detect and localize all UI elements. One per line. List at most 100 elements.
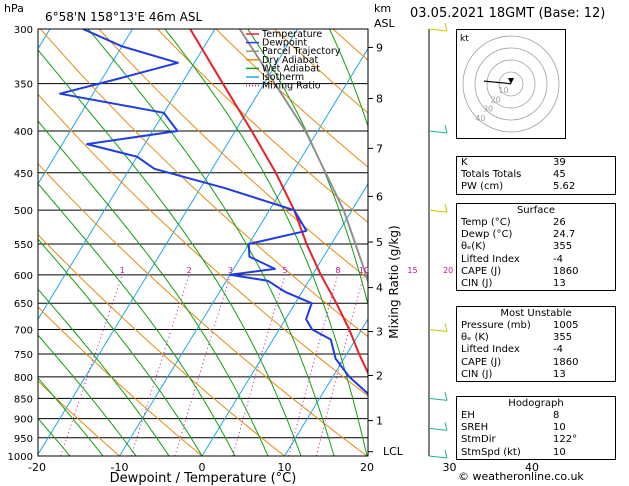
- index-row: SREH 10: [457, 422, 615, 434]
- pressure-tick-650: 650: [14, 299, 33, 310]
- index-label: θₑ (K): [461, 332, 489, 344]
- index-value: 355: [553, 332, 573, 344]
- index-label: StmDir: [461, 434, 496, 446]
- index-row: CIN (J) 13: [457, 369, 615, 381]
- index-label: StmSpd (kt): [461, 446, 521, 458]
- mixing-ratio-axis-label: Mixing Ratio (g/kg): [387, 225, 401, 338]
- temp-tick--10: -10: [111, 461, 129, 474]
- height-tick-3: 3: [376, 326, 383, 339]
- index-value: 26: [553, 217, 566, 228]
- pressure-tick-labels: 300 350 400 450 500 550 600 650 700 750 800 850 900 9…: [8, 25, 33, 463]
- index-value: -4: [553, 253, 563, 265]
- pressure-tick-950: 950: [14, 434, 33, 445]
- pressure-tick-1000: 1000: [8, 452, 33, 463]
- index-label: K: [461, 157, 468, 168]
- isotherm-line: [201, 182, 368, 456]
- index-row: K 39: [457, 157, 615, 169]
- wet-adiabat-line: [38, 238, 203, 456]
- index-value: 355: [553, 241, 573, 253]
- mixing-ratio-label-15: 15: [407, 266, 417, 275]
- pressure-tick-900: 900: [14, 415, 33, 426]
- mixing-ratio-line: [315, 274, 365, 456]
- mixing-ratio-line: [130, 274, 190, 456]
- index-value: 1860: [553, 265, 579, 277]
- hodograph-ring: [486, 59, 536, 109]
- wind-barb-flag: [444, 392, 448, 401]
- index-value: 1860: [553, 356, 579, 368]
- dry-adiabat-line: [38, 163, 368, 456]
- asl-unit-label: ASL: [374, 17, 396, 30]
- index-value: 13: [553, 368, 566, 380]
- isobar-grid: [38, 28, 368, 457]
- height-tick-2: 2: [376, 370, 383, 383]
- pressure-tick-450: 450: [14, 169, 33, 180]
- legend-entry: Temperature: [261, 29, 322, 40]
- isotherm-line: [38, 29, 133, 185]
- hodograph-trace: [484, 78, 514, 85]
- index-value: 1005: [553, 320, 579, 331]
- mixing-ratio-label-10: 10: [359, 266, 369, 275]
- profiles: [59, 29, 368, 395]
- index-row: θₑ(K) 355: [457, 241, 615, 253]
- dry-adiabat-line: [98, 29, 368, 280]
- dry-adiabat-line: [625, 29, 629, 456]
- wind-barb-1000: [428, 455, 448, 459]
- most-unstable-box: Most Unstable Pressure (mb) 1005 θₑ (K) 355…: [456, 306, 616, 382]
- legend-entry: Dewpoint: [262, 38, 307, 49]
- index-label: Lifted Index: [461, 253, 520, 265]
- wet-adiabat-line: [38, 49, 302, 456]
- datetime-label: 03.05.2021 18GMT (Base: 12): [410, 6, 606, 21]
- hodograph-unit-label: kt: [460, 34, 469, 44]
- index-value: 10: [553, 422, 566, 434]
- dry-adiabat-line: [40, 29, 368, 338]
- index-row: Lifted Index -4: [457, 344, 615, 356]
- index-row: CAPE (J) 1860: [457, 357, 615, 369]
- index-label: Totals Totals: [461, 169, 522, 181]
- index-row: Pressure (mb) 1005: [457, 320, 615, 332]
- dry-adiabat-line: [38, 233, 285, 456]
- wind-barb-850: [428, 397, 448, 401]
- mixing-ratio-label-8: 8: [335, 266, 340, 275]
- isotherm-line: [284, 318, 368, 456]
- wind-barb-flag: [444, 204, 448, 213]
- hodograph-indices-title: Hodograph: [508, 398, 564, 409]
- surface-title: Surface: [516, 205, 556, 216]
- temp-tick-40: 40: [525, 461, 539, 474]
- wind-barb-flag: [444, 449, 448, 459]
- index-row: Temp (°C) 26: [457, 217, 615, 229]
- pressure-tick-400: 400: [14, 127, 33, 138]
- dry-adiabat-line: [215, 29, 368, 168]
- index-label: PW (cm): [461, 181, 504, 193]
- dry-adiabat-line: [38, 93, 368, 397]
- legend-entry: Wet Adiabat: [262, 63, 320, 74]
- index-value: 8: [553, 410, 560, 421]
- index-row: StmSpd (kt) 10: [457, 447, 615, 459]
- pressure-tick-750: 750: [14, 350, 33, 361]
- pressure-tick-500: 500: [14, 206, 33, 217]
- pressure-tick-350: 350: [14, 80, 33, 91]
- wet-adiabat-line: [38, 334, 137, 456]
- basic-indices-box: K 39 Totals Totals 45 PW (cm) 5.62: [456, 156, 616, 195]
- mixing-ratio-label-2: 2: [187, 266, 192, 275]
- km-unit-label: km: [374, 2, 391, 15]
- index-row: Lifted Index -4: [457, 254, 615, 266]
- index-value: 24.7: [553, 229, 576, 241]
- index-label: Pressure (mb): [461, 320, 531, 331]
- dry-adiabat-line: [38, 306, 203, 456]
- x-axis-label: Dewpoint / Temperature (°C): [110, 471, 297, 486]
- pressure-unit-label: hPa: [4, 2, 24, 15]
- pressure-tick-550: 550: [14, 240, 33, 251]
- legend-entry: Mixing Ratio: [262, 81, 321, 92]
- index-label: θₑ(K): [461, 241, 486, 253]
- index-row: PW (cm) 5.62: [457, 181, 615, 193]
- temp-tick-0: 0: [199, 461, 206, 474]
- hodograph-ring: [498, 71, 524, 97]
- height-tick-1: 1: [376, 415, 383, 428]
- index-value: 39: [553, 157, 566, 168]
- hodograph-ring-label: 40: [475, 114, 485, 123]
- wet-adiabat-line: [38, 377, 104, 456]
